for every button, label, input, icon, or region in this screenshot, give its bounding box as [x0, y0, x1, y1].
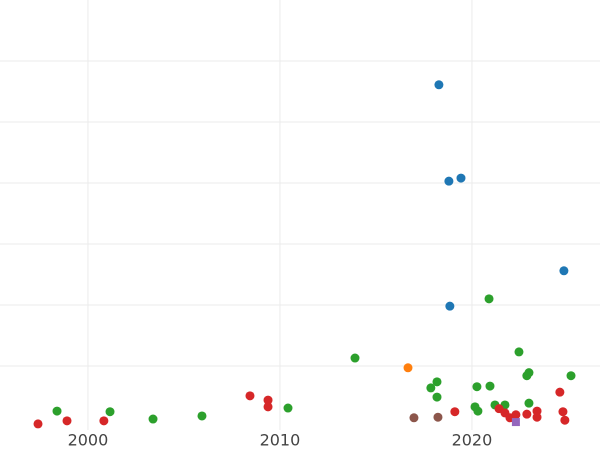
- point: [99, 416, 109, 426]
- point: [432, 377, 442, 387]
- point: [559, 266, 569, 276]
- x-tick-label: 2010: [260, 431, 301, 450]
- x-tick-label: 2020: [452, 431, 493, 450]
- point: [197, 411, 207, 421]
- point: [524, 398, 534, 408]
- point: [524, 368, 534, 378]
- point: [445, 301, 455, 311]
- point: [522, 409, 532, 419]
- point: [484, 294, 494, 304]
- point: [473, 406, 483, 416]
- point: [403, 363, 413, 373]
- point: [350, 353, 360, 363]
- point: [444, 176, 454, 186]
- point: [560, 415, 570, 425]
- point: [433, 412, 443, 422]
- point: [426, 383, 436, 393]
- point: [566, 371, 576, 381]
- point: [105, 407, 115, 417]
- point: [283, 403, 293, 413]
- point: [472, 382, 482, 392]
- point: [450, 407, 460, 417]
- point: [555, 387, 565, 397]
- point: [485, 381, 495, 391]
- point: [263, 402, 273, 412]
- point: [456, 173, 466, 183]
- point: [511, 418, 520, 427]
- point: [409, 413, 419, 423]
- point: [52, 406, 62, 416]
- point: [33, 419, 43, 429]
- point: [263, 395, 273, 405]
- point: [245, 391, 255, 401]
- point: [511, 410, 521, 420]
- point: [62, 416, 72, 426]
- point: [434, 80, 444, 90]
- point: [558, 407, 568, 417]
- point: [532, 412, 542, 422]
- point: [148, 414, 158, 424]
- point: [432, 392, 442, 402]
- point: [514, 347, 524, 357]
- x-tick-label: 2000: [68, 431, 109, 450]
